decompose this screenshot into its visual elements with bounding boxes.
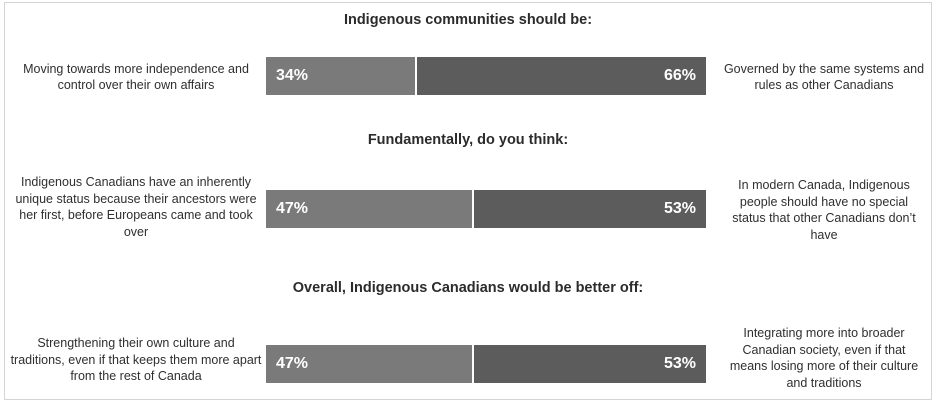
question-3-right-label: Integrating more into broader Canadian s… xyxy=(729,326,919,390)
question-3-title: Overall, Indigenous Canadians would be b… xyxy=(292,280,644,296)
question-2-bar: 47% 53% xyxy=(266,190,706,228)
chart-frame xyxy=(4,2,932,400)
question-3-right-segment: 53% xyxy=(473,345,706,383)
question-1-right-label: Governed by the same systems and rules a… xyxy=(723,61,925,93)
question-2-left-segment: 47% xyxy=(266,190,472,228)
question-1-title: Indigenous communities should be: xyxy=(343,12,593,28)
question-2-title: Fundamentally, do you think: xyxy=(367,132,569,148)
question-1-right-value-label: 66% xyxy=(663,67,696,84)
question-2-left-value-label: 47% xyxy=(276,200,309,217)
question-3-bar: 47% 53% xyxy=(266,345,706,383)
question-1-left-value-label: 34% xyxy=(276,67,309,84)
question-1-divider xyxy=(414,57,417,95)
question-1-left-segment: 34% xyxy=(266,57,415,95)
question-3-left-value-label: 47% xyxy=(276,355,309,372)
question-3-divider xyxy=(471,345,474,383)
question-2-right-segment: 53% xyxy=(473,190,706,228)
question-2-left-label: Indigenous Canadians have an inherently … xyxy=(15,175,257,239)
question-3-left-segment: 47% xyxy=(266,345,472,383)
question-2-divider xyxy=(471,190,474,228)
question-2-right-label: In modern Canada, Indigenous people shou… xyxy=(732,178,916,242)
question-2-right-value-label: 53% xyxy=(663,200,696,217)
question-1-right-segment: 66% xyxy=(416,57,706,95)
question-3-right-value-label: 53% xyxy=(663,355,696,372)
question-1-bar: 34% 66% xyxy=(266,57,706,95)
question-3-left-label: Strengthening their own culture and trad… xyxy=(10,336,262,384)
question-1-left-label: Moving towards more independence and con… xyxy=(23,61,249,93)
